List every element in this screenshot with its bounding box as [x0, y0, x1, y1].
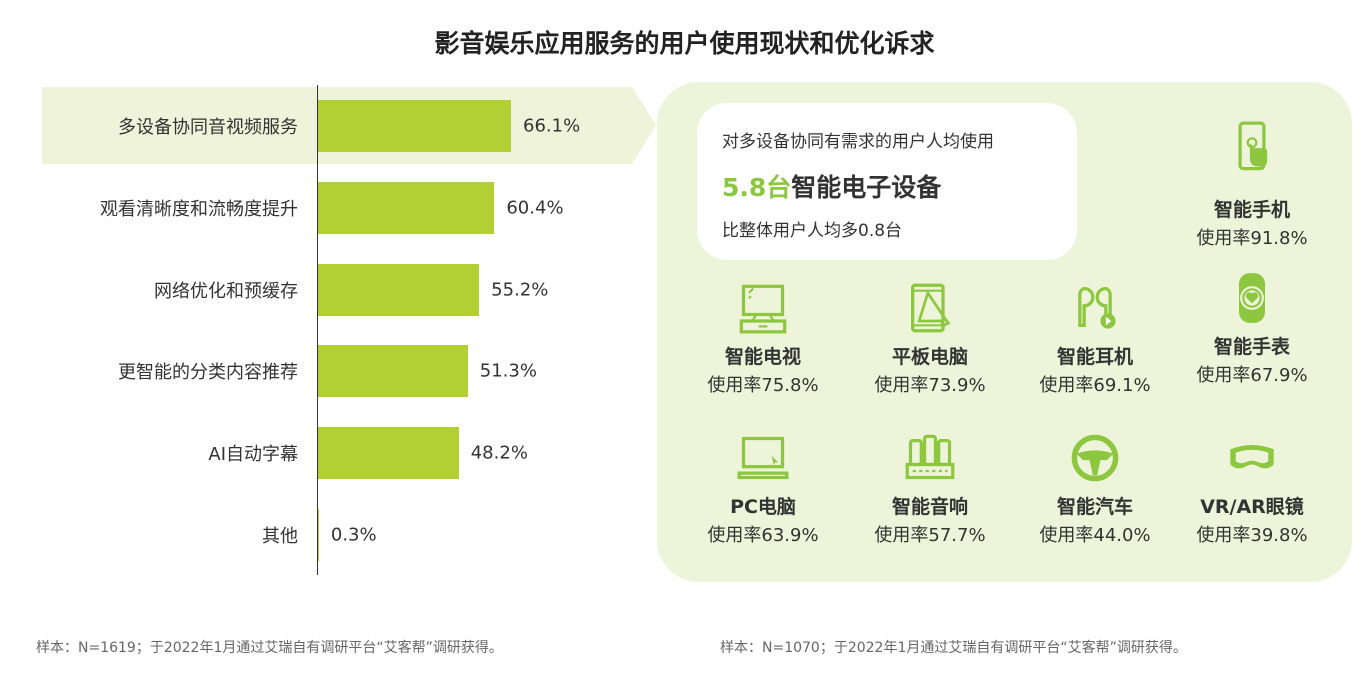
- device-item: 平板电脑使用率73.9%: [845, 282, 1015, 397]
- bar: [318, 345, 468, 398]
- device-item: 智能电视使用率75.8%: [678, 282, 848, 397]
- category-label: 其他: [262, 526, 298, 547]
- device-item: VR/AR眼镜 使用率39.8%: [1167, 432, 1337, 547]
- summary-box: [697, 103, 1077, 260]
- device-item: 智能手表使用率67.9%: [1167, 272, 1337, 387]
- summary-line3: 比整体用户人均多0.8台: [722, 221, 903, 241]
- device-item: 智能音响使用率57.7%: [845, 432, 1015, 547]
- summary-number: 5.8台: [722, 173, 792, 202]
- bar: [318, 427, 459, 480]
- smartwatch-icon: [1239, 273, 1265, 323]
- speaker-icon: [905, 434, 955, 480]
- device-name: 智能手机: [1213, 199, 1290, 221]
- device-rate: 使用率63.9%: [707, 525, 819, 546]
- value-label: 0.3%: [330, 524, 377, 546]
- laptop-icon: [737, 436, 789, 480]
- device-rate: 使用率75.8%: [707, 375, 819, 396]
- value-label: 66.1%: [523, 115, 581, 137]
- earbuds-icon: [1078, 286, 1116, 329]
- category-label: 多设备协同音视频服务: [118, 117, 298, 138]
- bar: [318, 509, 319, 561]
- steering-wheel-icon: [1071, 434, 1119, 482]
- value-label: 51.3%: [479, 360, 537, 382]
- device-name: 智能电视: [724, 346, 801, 368]
- device-item: 智能耳机使用率69.1%: [1010, 282, 1180, 397]
- category-label: 更智能的分类内容推荐: [118, 362, 298, 384]
- vr-glasses-icon: [1230, 445, 1274, 469]
- tv-icon: [739, 284, 787, 334]
- category-label: 网络优化和预缓存: [154, 280, 298, 302]
- device-item: 智能汽车使用率44.0%: [1010, 432, 1180, 547]
- value-label: 55.2%: [491, 279, 549, 301]
- device-name: VR/AR眼镜: [1200, 496, 1304, 518]
- device-rate: 使用率39.8%: [1196, 525, 1308, 546]
- device-item: 智能手机使用率91.8%: [1167, 121, 1337, 250]
- summary-line2: 智能电子设备: [791, 173, 942, 202]
- device-name: 平板电脑: [891, 346, 968, 368]
- device-rate: 使用率73.9%: [874, 375, 986, 396]
- device-rate: 使用率44.0%: [1039, 525, 1151, 546]
- device-item: PC电脑使用率63.9%: [678, 432, 848, 547]
- category-label: 观看清晰度和流畅度提升: [100, 198, 298, 220]
- y-axis-line: [317, 85, 318, 575]
- value-label: 60.4%: [506, 197, 564, 219]
- summary-line1: 对多设备协同有需求的用户人均使用: [722, 132, 994, 152]
- device-rate: 使用率91.8%: [1196, 228, 1308, 249]
- tablet-icon: [911, 283, 951, 333]
- chart-title: 影音娱乐应用服务的用户使用现状和优化诉求: [434, 29, 935, 58]
- value-label: 48.2%: [470, 442, 528, 464]
- device-name: 智能手表: [1213, 336, 1290, 358]
- footnote-left: 样本：N=1619；于2022年1月通过艾瑞自有调研平台“艾客帮”调研获得。: [36, 640, 503, 656]
- summary-headline: 5.8台智能电子设备: [722, 168, 941, 204]
- category-label: AI自动字幕: [208, 444, 298, 466]
- highlight-arrow: [632, 87, 656, 164]
- device-name: 智能汽车: [1056, 496, 1133, 518]
- footnote-right: 样本：N=1070；于2022年1月通过艾瑞自有调研平台“艾客帮”调研获得。: [720, 640, 1187, 656]
- bar: [318, 100, 511, 152]
- device-name: 智能音响: [891, 496, 968, 518]
- device-name: 智能耳机: [1056, 346, 1133, 368]
- device-rate: 使用率69.1%: [1039, 375, 1151, 396]
- device-name: PC电脑: [730, 496, 796, 518]
- device-rate: 使用率57.7%: [874, 525, 986, 546]
- bar: [318, 263, 480, 316]
- device-rate: 使用率67.9%: [1196, 365, 1308, 386]
- bar: [318, 181, 495, 234]
- smartphone-icon: [1238, 121, 1268, 171]
